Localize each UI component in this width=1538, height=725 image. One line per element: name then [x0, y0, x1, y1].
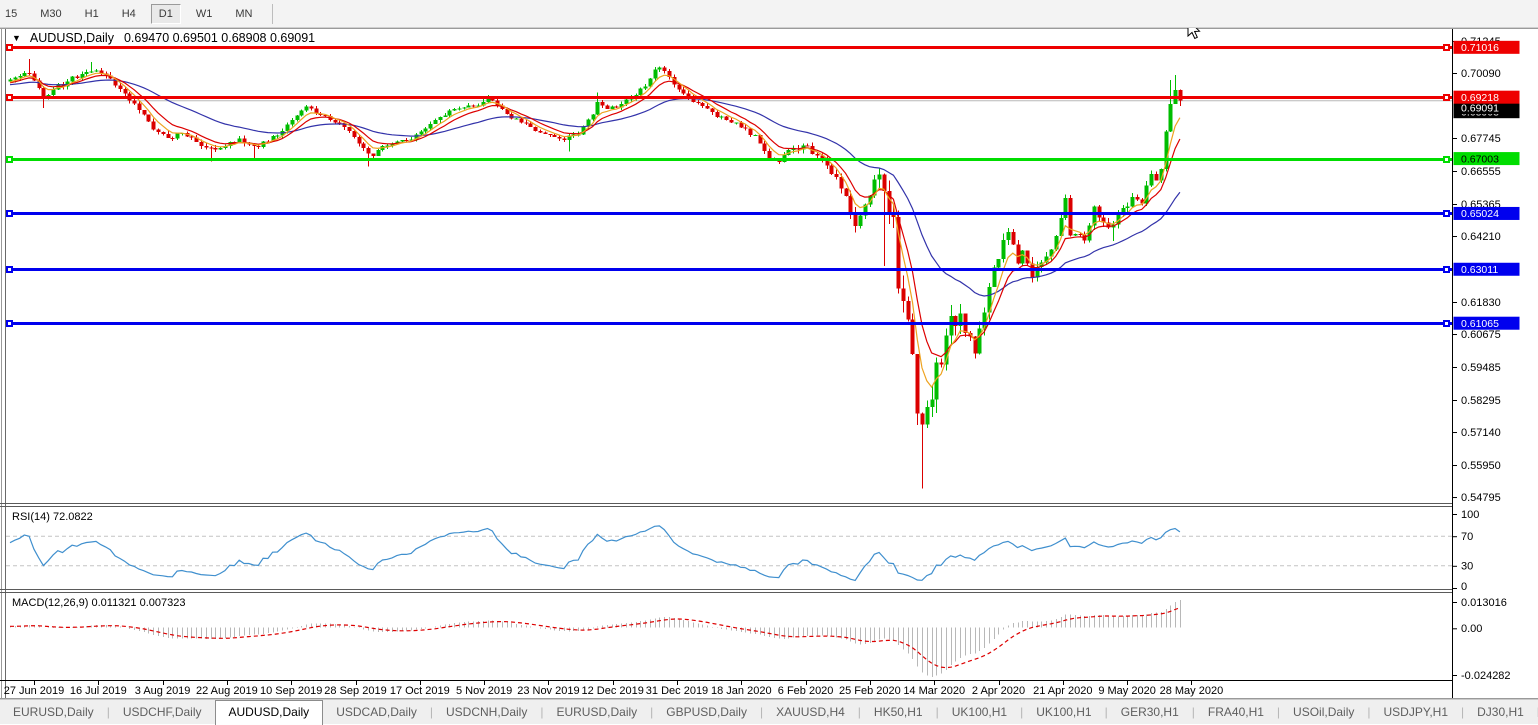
- chart-tab-ger30-h1[interactable]: GER30,H1: [1108, 700, 1192, 724]
- date-tick-label: 22 Aug 2019: [196, 685, 258, 697]
- chart-tab-usdcnh-daily[interactable]: USDCNH,Daily: [433, 700, 540, 724]
- price-tick-label: 0.58295: [1461, 395, 1501, 407]
- timeframe-button-d1[interactable]: D1: [151, 4, 181, 24]
- timeframe-toolbar: 15 M30 H1 H4 D1 W1 MN: [0, 0, 1538, 28]
- price-tick-label: 0.66555: [1461, 166, 1501, 178]
- chart-tab-gbpusd-daily[interactable]: GBPUSD,Daily: [653, 700, 760, 724]
- date-tick-label: 31 Dec 2019: [646, 685, 708, 697]
- date-tick-label: 17 Oct 2019: [390, 685, 450, 697]
- rsi-tick-label: 100: [1461, 509, 1479, 521]
- rsi-tick-label: 70: [1461, 531, 1473, 543]
- level-chip-0.65024: 0.65024: [1454, 207, 1520, 220]
- svg-text:0.69218: 0.69218: [1461, 92, 1499, 104]
- date-tick-label: 28 Sep 2019: [324, 685, 386, 697]
- date-tick-label: 27 Jun 2019: [4, 685, 65, 697]
- price-tick-label: 0.64210: [1461, 231, 1501, 243]
- date-tick-label: 14 Mar 2020: [903, 685, 965, 697]
- chart-tab-uk100-h1[interactable]: UK100,H1: [1023, 700, 1104, 724]
- svg-text:0.71016: 0.71016: [1461, 42, 1499, 54]
- timeframe-button-15[interactable]: 15: [0, 4, 25, 24]
- svg-text:0.61065: 0.61065: [1461, 318, 1499, 330]
- timeframe-button-m30[interactable]: M30: [32, 4, 69, 24]
- chart-tab-dj30-h1[interactable]: DJ30,H1: [1464, 700, 1537, 724]
- chart-tab-xauusd-h4[interactable]: XAUUSD,H4: [763, 700, 858, 724]
- chart-tab-fra40-h1[interactable]: FRA40,H1: [1195, 700, 1277, 724]
- date-tick-label: 21 Apr 2020: [1033, 685, 1092, 697]
- price-tick-label: 0.59485: [1461, 362, 1501, 374]
- rsi-indicator-label: RSI(14) 72.0822: [12, 511, 93, 523]
- chart-tab-uk100-h1[interactable]: UK100,H1: [939, 700, 1020, 724]
- level-chip-0.63011: 0.63011: [1454, 263, 1520, 276]
- date-tick-label: 10 Sep 2019: [260, 685, 322, 697]
- chart-canvas[interactable]: 0.712450.700900.677450.665550.653650.642…: [0, 0, 1538, 724]
- macd-tick-label: 0.013016: [1461, 597, 1507, 609]
- ohlc-readout: 0.69470 0.69501 0.68908 0.69091: [124, 31, 315, 45]
- date-tick-label: 3 Aug 2019: [135, 685, 191, 697]
- svg-text:0.69091: 0.69091: [1461, 102, 1499, 114]
- date-tick-label: 6 Feb 2020: [778, 685, 834, 697]
- date-tick-label: 9 May 2020: [1098, 685, 1155, 697]
- svg-text:0.67003: 0.67003: [1461, 153, 1499, 165]
- price-tick-label: 0.61830: [1461, 297, 1501, 309]
- chart-tab-eurusd-daily[interactable]: EURUSD,Daily: [543, 700, 650, 724]
- macd-tick-label: 0.00: [1461, 623, 1482, 635]
- date-tick-label: 25 Feb 2020: [839, 685, 901, 697]
- price-tick-label: 0.57140: [1461, 427, 1501, 439]
- rsi-tick-label: 0: [1461, 581, 1467, 593]
- timeframe-button-h1[interactable]: H1: [77, 4, 107, 24]
- chart-tab-hk50-h1[interactable]: HK50,H1: [861, 700, 936, 724]
- chart-title: ▼ AUDUSD,Daily 0.69470 0.69501 0.68908 0…: [12, 31, 315, 45]
- date-tick-label: 12 Dec 2019: [582, 685, 644, 697]
- date-tick-label: 5 Nov 2019: [456, 685, 512, 697]
- svg-text:0.65024: 0.65024: [1461, 208, 1499, 220]
- chart-tab-usoil-daily[interactable]: USOil,Daily: [1280, 700, 1367, 724]
- date-tick-label: 28 May 2020: [1160, 685, 1224, 697]
- level-chip-0.67003: 0.67003: [1454, 152, 1520, 165]
- price-tick-label: 0.60675: [1461, 329, 1501, 341]
- timeframe-button-mn[interactable]: MN: [227, 4, 260, 24]
- date-tick-label: 23 Nov 2019: [517, 685, 579, 697]
- level-chip-0.71016: 0.71016: [1454, 41, 1520, 54]
- toolbar-separator: [272, 4, 273, 24]
- level-chip-0.69218: 0.69218: [1454, 91, 1520, 104]
- chart-tab-eurusd-daily[interactable]: EURUSD,Daily: [0, 700, 107, 724]
- timeframe-button-h4[interactable]: H4: [114, 4, 144, 24]
- macd-tick-label: -0.024282: [1461, 670, 1511, 682]
- svg-text:0.63011: 0.63011: [1461, 264, 1498, 276]
- symbol-label: AUDUSD,Daily: [30, 31, 114, 45]
- rsi-tick-label: 30: [1461, 561, 1473, 573]
- price-tick-label: 0.67745: [1461, 133, 1501, 145]
- price-tick-label: 0.54795: [1461, 492, 1501, 504]
- chart-tab-bar: EURUSD,Daily|USDCHF,DailyAUDUSD,DailyUSD…: [0, 699, 1538, 724]
- level-chip-0.61065: 0.61065: [1454, 317, 1520, 330]
- macd-indicator-label: MACD(12,26,9) 0.011321 0.007323: [12, 597, 185, 609]
- date-tick-label: 18 Jan 2020: [711, 685, 772, 697]
- price-tick-label: 0.70090: [1461, 68, 1501, 80]
- date-tick-label: 16 Jul 2019: [70, 685, 127, 697]
- date-tick-label: 2 Apr 2020: [972, 685, 1025, 697]
- chart-tab-usdchf-daily[interactable]: USDCHF,Daily: [110, 700, 215, 724]
- one-click-trading-caret-icon[interactable]: ▼: [12, 33, 21, 43]
- price-tick-label: 0.55950: [1461, 460, 1501, 472]
- chart-chrome: [0, 28, 1538, 699]
- mt4-chart-window: { "toolbar": { "timeframes": ["15", "M30…: [0, 0, 1538, 724]
- chart-tab-audusd-daily[interactable]: AUDUSD,Daily: [215, 700, 324, 725]
- chart-tab-usdjpy-h1[interactable]: USDJPY,H1: [1371, 700, 1461, 724]
- timeframe-button-w1[interactable]: W1: [188, 4, 221, 24]
- chart-tab-usdcad-daily[interactable]: USDCAD,Daily: [323, 700, 430, 724]
